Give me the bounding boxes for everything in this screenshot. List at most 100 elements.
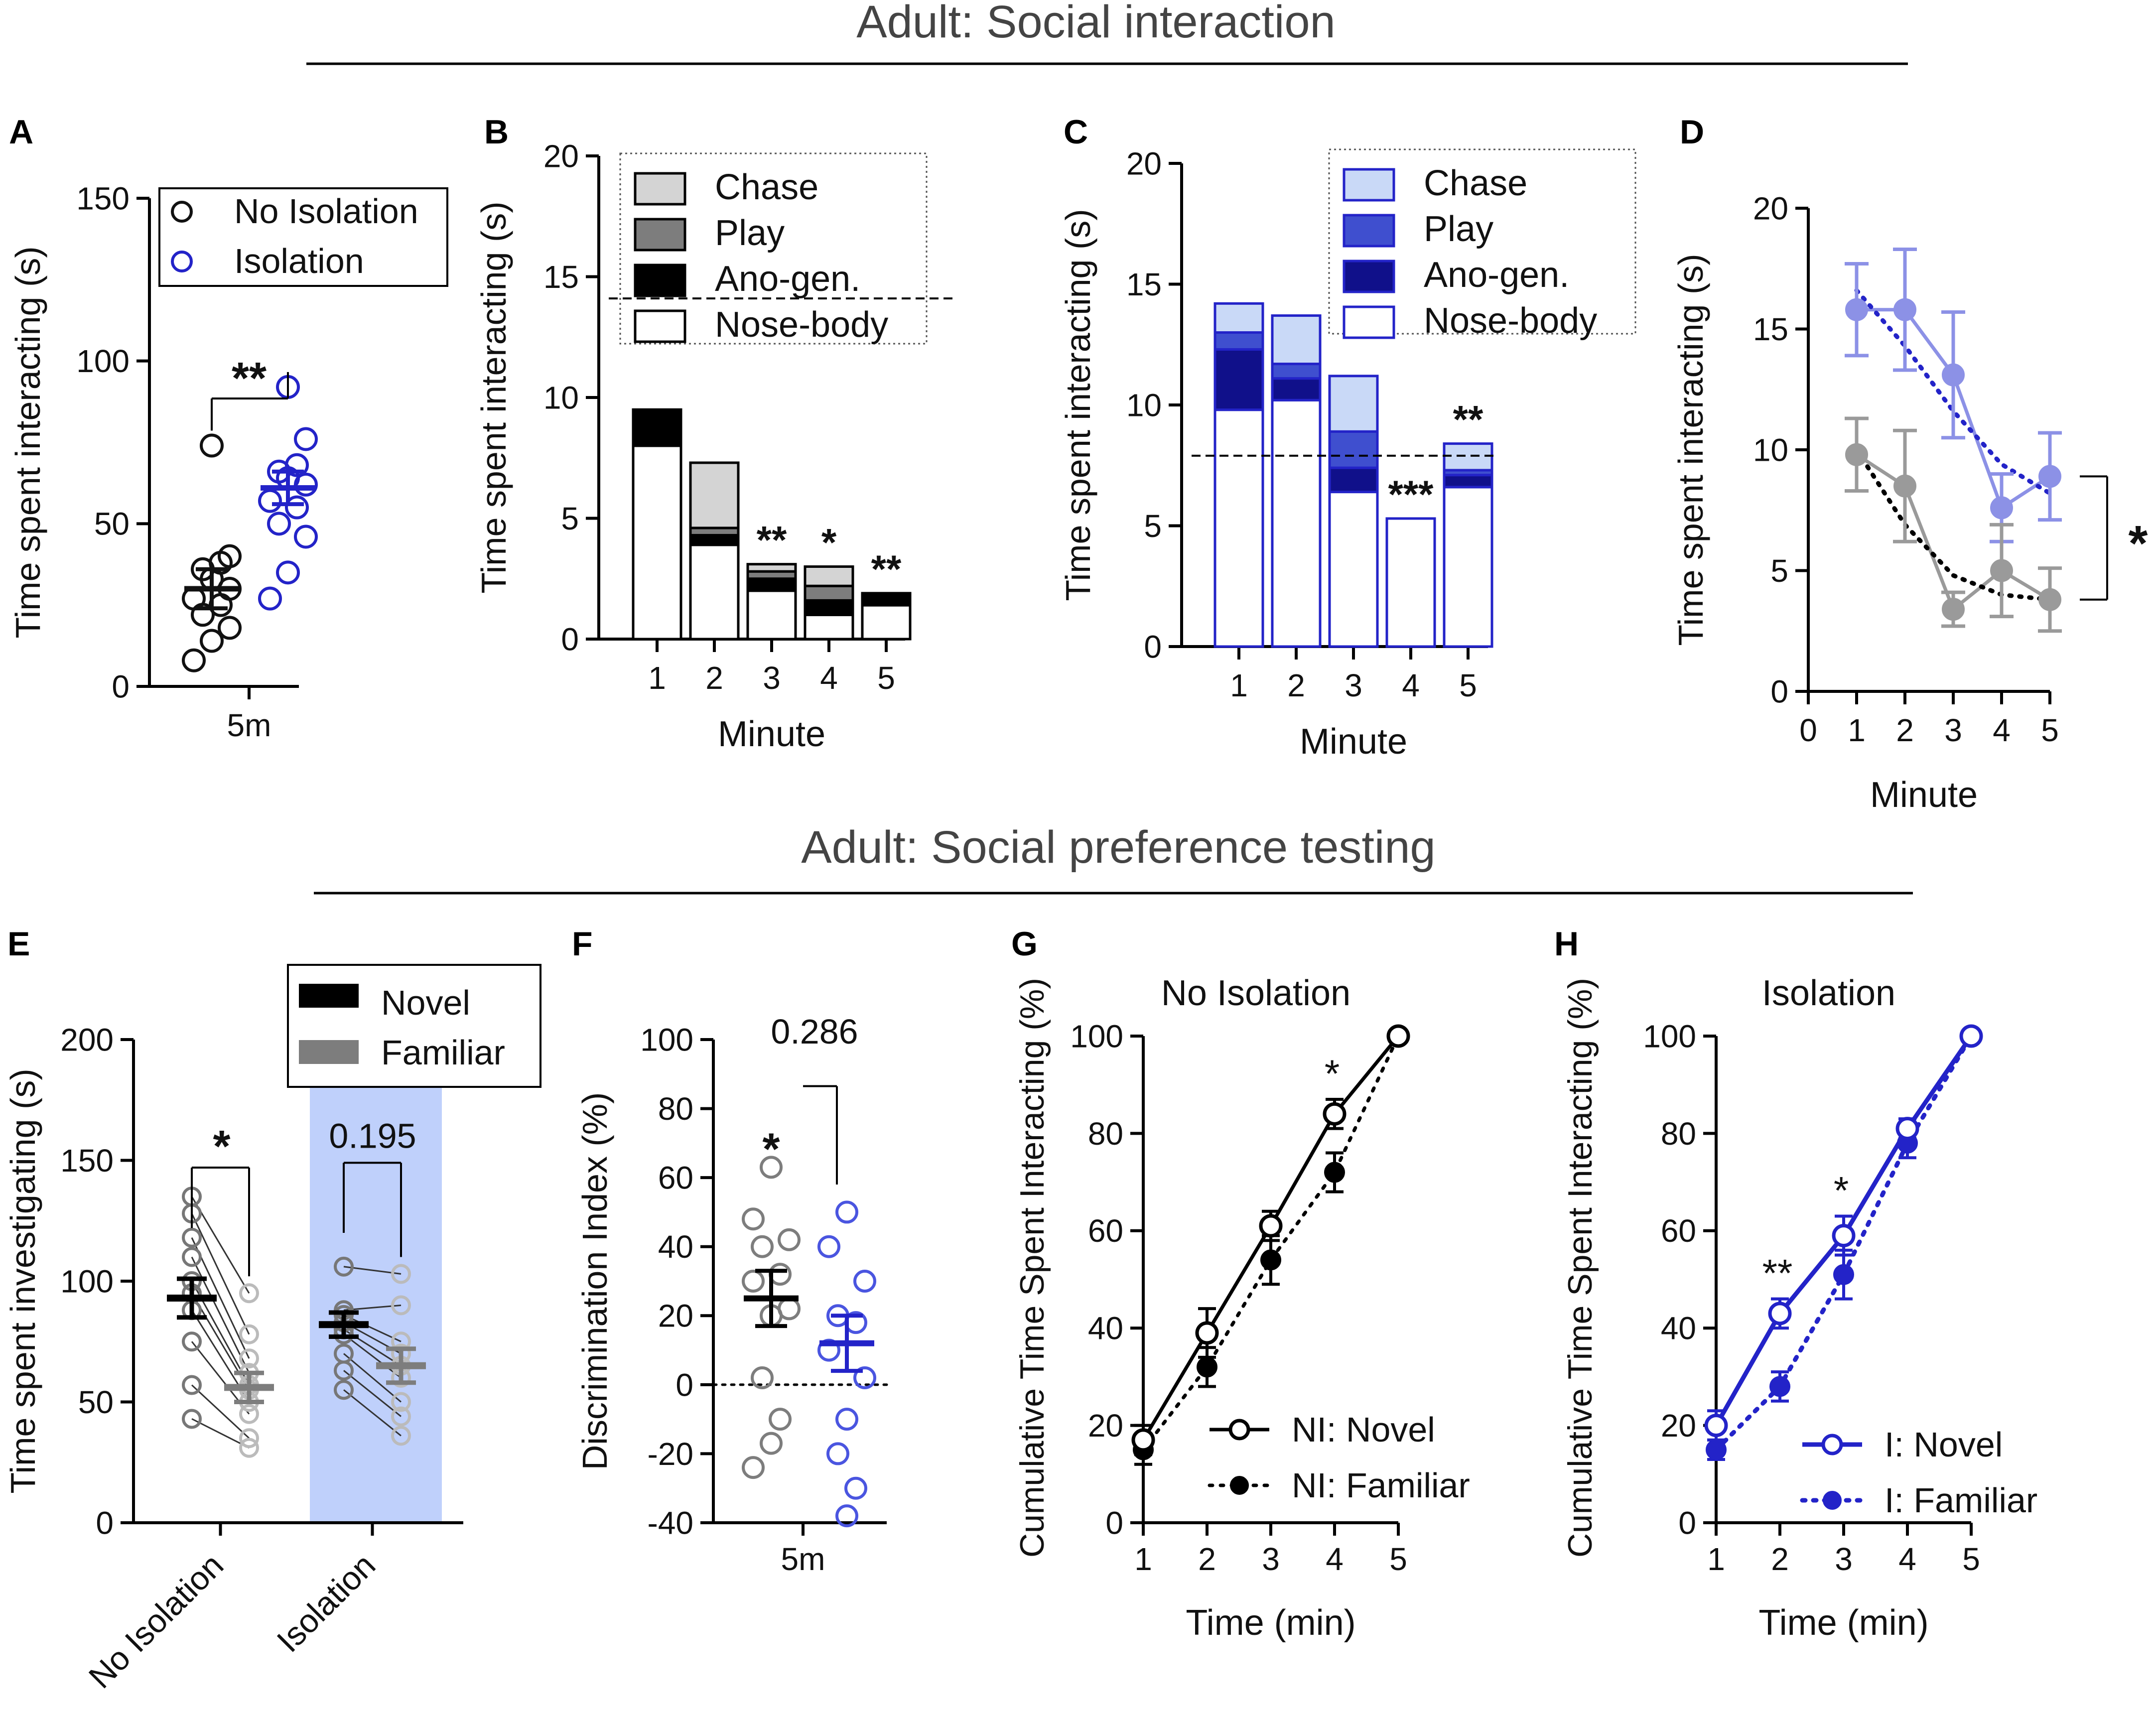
bar-segment-chase <box>1328 375 1379 433</box>
data-point <box>294 525 318 549</box>
legend-marker <box>171 251 193 272</box>
bar-segment-ano-gen- <box>746 577 797 592</box>
bar-segment-nose-body <box>804 614 854 641</box>
x-tick-label: 1 <box>1707 1541 1725 1577</box>
panel-letter-h: H <box>1554 925 1579 963</box>
data-point <box>2038 465 2061 488</box>
legend-label: NI: Novel <box>1292 1410 1435 1449</box>
y-tick-label: 150 <box>76 180 130 216</box>
data-point <box>835 1200 858 1224</box>
bar-segment-ano-gen- <box>1271 377 1322 401</box>
x-tick-label: 3 <box>1345 667 1362 703</box>
legend-label: Chase <box>715 167 818 207</box>
significance-marker: ** <box>232 354 267 403</box>
y-tick-label: 10 <box>543 380 579 415</box>
pair-line <box>343 1353 402 1403</box>
y-axis-label: Cumulative Time Spent Interacting (%) <box>1561 978 1599 1558</box>
data-point <box>1845 298 1868 321</box>
data-point-familiar <box>1197 1356 1217 1378</box>
bar-segment-chase <box>689 461 740 529</box>
data-point-novel <box>182 1247 202 1267</box>
y-tick-label: 0 <box>1770 673 1788 709</box>
legend-swatch <box>634 172 686 206</box>
y-tick-label: 5 <box>1144 508 1162 544</box>
heading-bottom: Adult: Social preference testing <box>801 822 1435 873</box>
data-point-novel <box>182 1375 202 1395</box>
x-tick-label: 1 <box>1230 667 1248 703</box>
bar-segment-nose-body <box>861 604 912 641</box>
pair-line <box>343 1333 402 1379</box>
data-point-novel <box>334 1360 354 1381</box>
x-tick-label: 1 <box>1848 712 1866 748</box>
legend-label: Isolation <box>234 242 364 280</box>
legend-marker <box>1821 1434 1843 1455</box>
legend-label: Novel <box>381 983 470 1022</box>
x-axis-label: Minute <box>1870 775 1978 815</box>
data-point <box>1942 598 1965 621</box>
data-point-novel <box>1386 1024 1410 1048</box>
x-tick-label: 5 <box>1459 667 1477 703</box>
data-point <box>218 544 242 568</box>
legend-label: No Isolation <box>234 192 418 231</box>
y-tick-label: 20 <box>1753 190 1788 226</box>
data-point <box>2038 588 2061 611</box>
data-point-familiar <box>1324 1162 1345 1183</box>
y-tick-label: 80 <box>1088 1116 1123 1152</box>
legend-marker <box>1230 1476 1249 1495</box>
data-point-familiar <box>239 1348 259 1369</box>
bar-segment-chase <box>1213 302 1264 334</box>
data-point <box>200 629 224 653</box>
significance-marker: *** <box>1388 472 1434 516</box>
significance-marker: ** <box>1762 1251 1793 1295</box>
panel-a: A 0 50 100 150 5m Time spent interacting (s) **… <box>8 113 448 743</box>
bar-segment-chase <box>1271 314 1322 366</box>
data-point-familiar <box>391 1406 411 1427</box>
data-point-novel <box>1768 1302 1792 1325</box>
y-tick-label: 0 <box>96 1505 114 1541</box>
data-point-novel <box>1832 1224 1856 1248</box>
x-tick-label: 1 <box>648 660 666 696</box>
y-tick-label: 0 <box>675 1367 693 1403</box>
data-point <box>285 453 309 477</box>
data-point-familiar <box>239 1428 259 1449</box>
x-tick-label: 2 <box>1771 1541 1789 1577</box>
y-tick-label: 0 <box>1105 1505 1123 1541</box>
y-tick-label: 0 <box>112 668 130 704</box>
data-point-familiar <box>239 1438 259 1458</box>
y-tick-label: 100 <box>76 343 130 379</box>
bar-segment-chase <box>1443 442 1493 472</box>
y-axis-label: Time spent interacting (s) <box>1671 254 1710 646</box>
x-tick-label: 0 <box>1799 712 1817 748</box>
data-point <box>769 1408 792 1431</box>
y-tick-label: 100 <box>60 1263 114 1299</box>
isolation-band <box>310 1031 442 1523</box>
bar-segment-nose-body <box>1385 517 1436 648</box>
panel-letter-f: F <box>572 925 593 963</box>
y-tick-label: 50 <box>94 506 130 542</box>
data-point <box>1893 298 1916 321</box>
bar-segment-play <box>1271 363 1322 380</box>
significance-marker: * <box>1834 1168 1849 1212</box>
bar-segment-nose-body <box>746 589 797 641</box>
y-axis-label: Cumulative Time Spent Interacting (%) <box>1013 978 1051 1558</box>
y-tick-label: 60 <box>1661 1213 1696 1249</box>
data-point-familiar <box>391 1295 411 1316</box>
y-tick-label: 20 <box>1126 145 1162 181</box>
panel-h: H 0 20 40 60 80 100 Cumulative Time Spent Inter… <box>1554 925 2037 1643</box>
data-point-familiar <box>391 1426 411 1446</box>
significance-marker: * <box>821 521 837 564</box>
y-tick-label: 20 <box>1661 1408 1696 1444</box>
bar-segment-nose-body <box>1443 486 1493 648</box>
data-point <box>742 1456 765 1479</box>
legend-swatch <box>1343 305 1395 339</box>
legend-label: Familiar <box>381 1033 505 1072</box>
significance-marker: * <box>1325 1052 1340 1095</box>
data-point <box>826 1442 849 1465</box>
p-value-label: 0.195 <box>329 1116 416 1155</box>
bar-segment-ano-gen- <box>689 533 740 546</box>
x-tick-label: 1 <box>1134 1541 1152 1577</box>
x-tick-label: 3 <box>763 660 781 696</box>
data-point-novel <box>1895 1117 1919 1141</box>
x-tick-label: 4 <box>820 660 838 696</box>
